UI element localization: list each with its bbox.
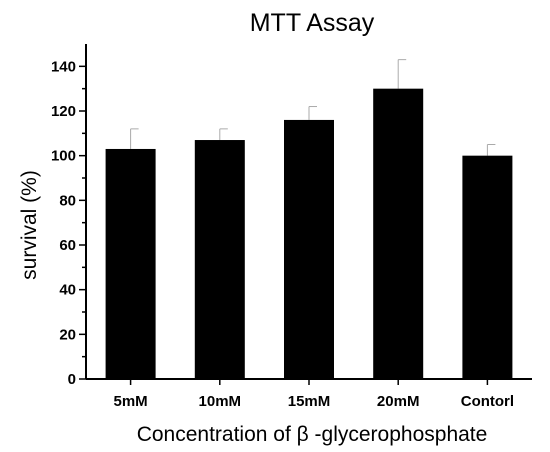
x-tick-label: 15mM — [288, 393, 331, 410]
bar-10mm — [194, 140, 245, 379]
bar-5mm — [105, 148, 156, 379]
x-tick-label: 5mM — [114, 393, 148, 410]
y-tick-label: 0 — [68, 371, 76, 388]
y-tick-label: 20 — [59, 326, 76, 343]
x-axis-label: Concentration of β -glycerophosphate — [137, 423, 488, 446]
bar-contorl — [462, 155, 513, 379]
y-axis-label: survival (%) — [18, 170, 41, 280]
chart-title: MTT Assay — [250, 9, 375, 37]
y-tick-label: 100 — [51, 148, 76, 165]
y-tick-label: 40 — [59, 282, 76, 299]
bar-15mm — [284, 119, 334, 379]
y-tick-label: 140 — [51, 58, 76, 75]
x-tick-label: Contorl — [461, 393, 514, 410]
x-tick-label: 20mM — [377, 393, 420, 410]
plot-area: 0 20 40 60 80 100 120 140 5mM 10mM 15mM 20mM Contorl — [51, 44, 532, 410]
x-tick-label: 10mM — [199, 393, 242, 410]
bar-20mm — [373, 88, 424, 380]
y-tick-label: 80 — [59, 192, 76, 209]
y-tick-label: 120 — [51, 103, 76, 120]
y-tick-label: 60 — [59, 237, 76, 254]
